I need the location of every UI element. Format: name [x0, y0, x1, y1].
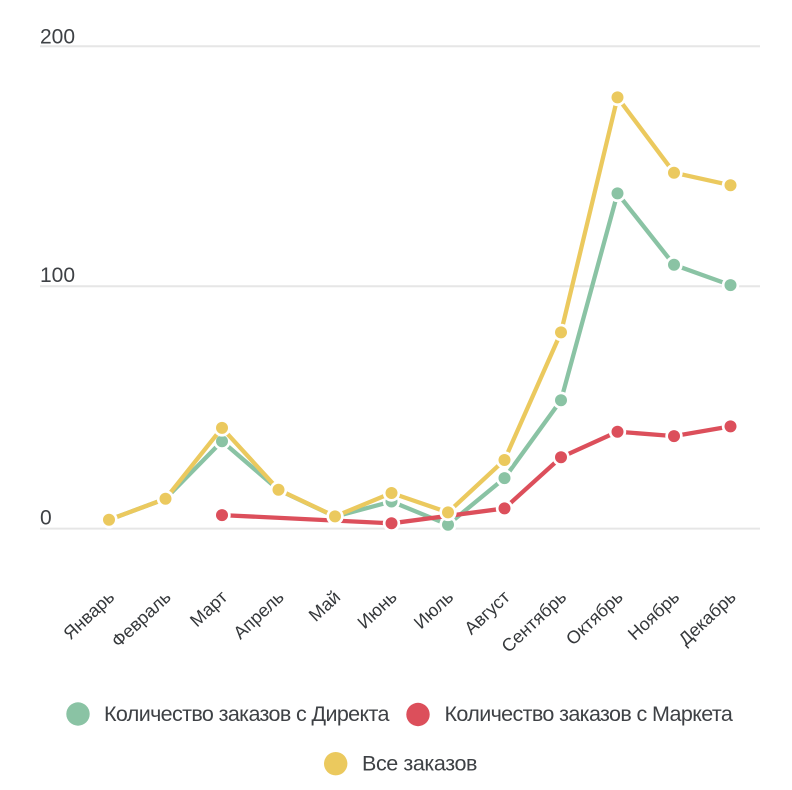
- svg-text:Июнь: Июнь: [354, 587, 401, 633]
- svg-text:Март: Март: [186, 587, 231, 631]
- svg-text:Февраль: Февраль: [108, 587, 175, 652]
- svg-text:200: 200: [40, 26, 75, 49]
- svg-text:Апрель: Апрель: [229, 587, 287, 643]
- svg-text:Декабрь: Декабрь: [675, 587, 740, 649]
- svg-text:Август: Август: [460, 587, 513, 639]
- svg-text:Все заказов: Все заказов: [362, 752, 477, 776]
- svg-text:Количество заказов с Маркета: Количество заказов с Маркета: [445, 702, 733, 726]
- svg-text:100: 100: [40, 264, 75, 287]
- svg-text:Май: Май: [305, 587, 344, 626]
- svg-text:Количество заказов с Директа: Количество заказов с Директа: [104, 702, 390, 726]
- svg-text:0: 0: [40, 507, 52, 530]
- svg-text:Июль: Июль: [410, 587, 457, 633]
- svg-text:Октябрь: Октябрь: [562, 587, 627, 649]
